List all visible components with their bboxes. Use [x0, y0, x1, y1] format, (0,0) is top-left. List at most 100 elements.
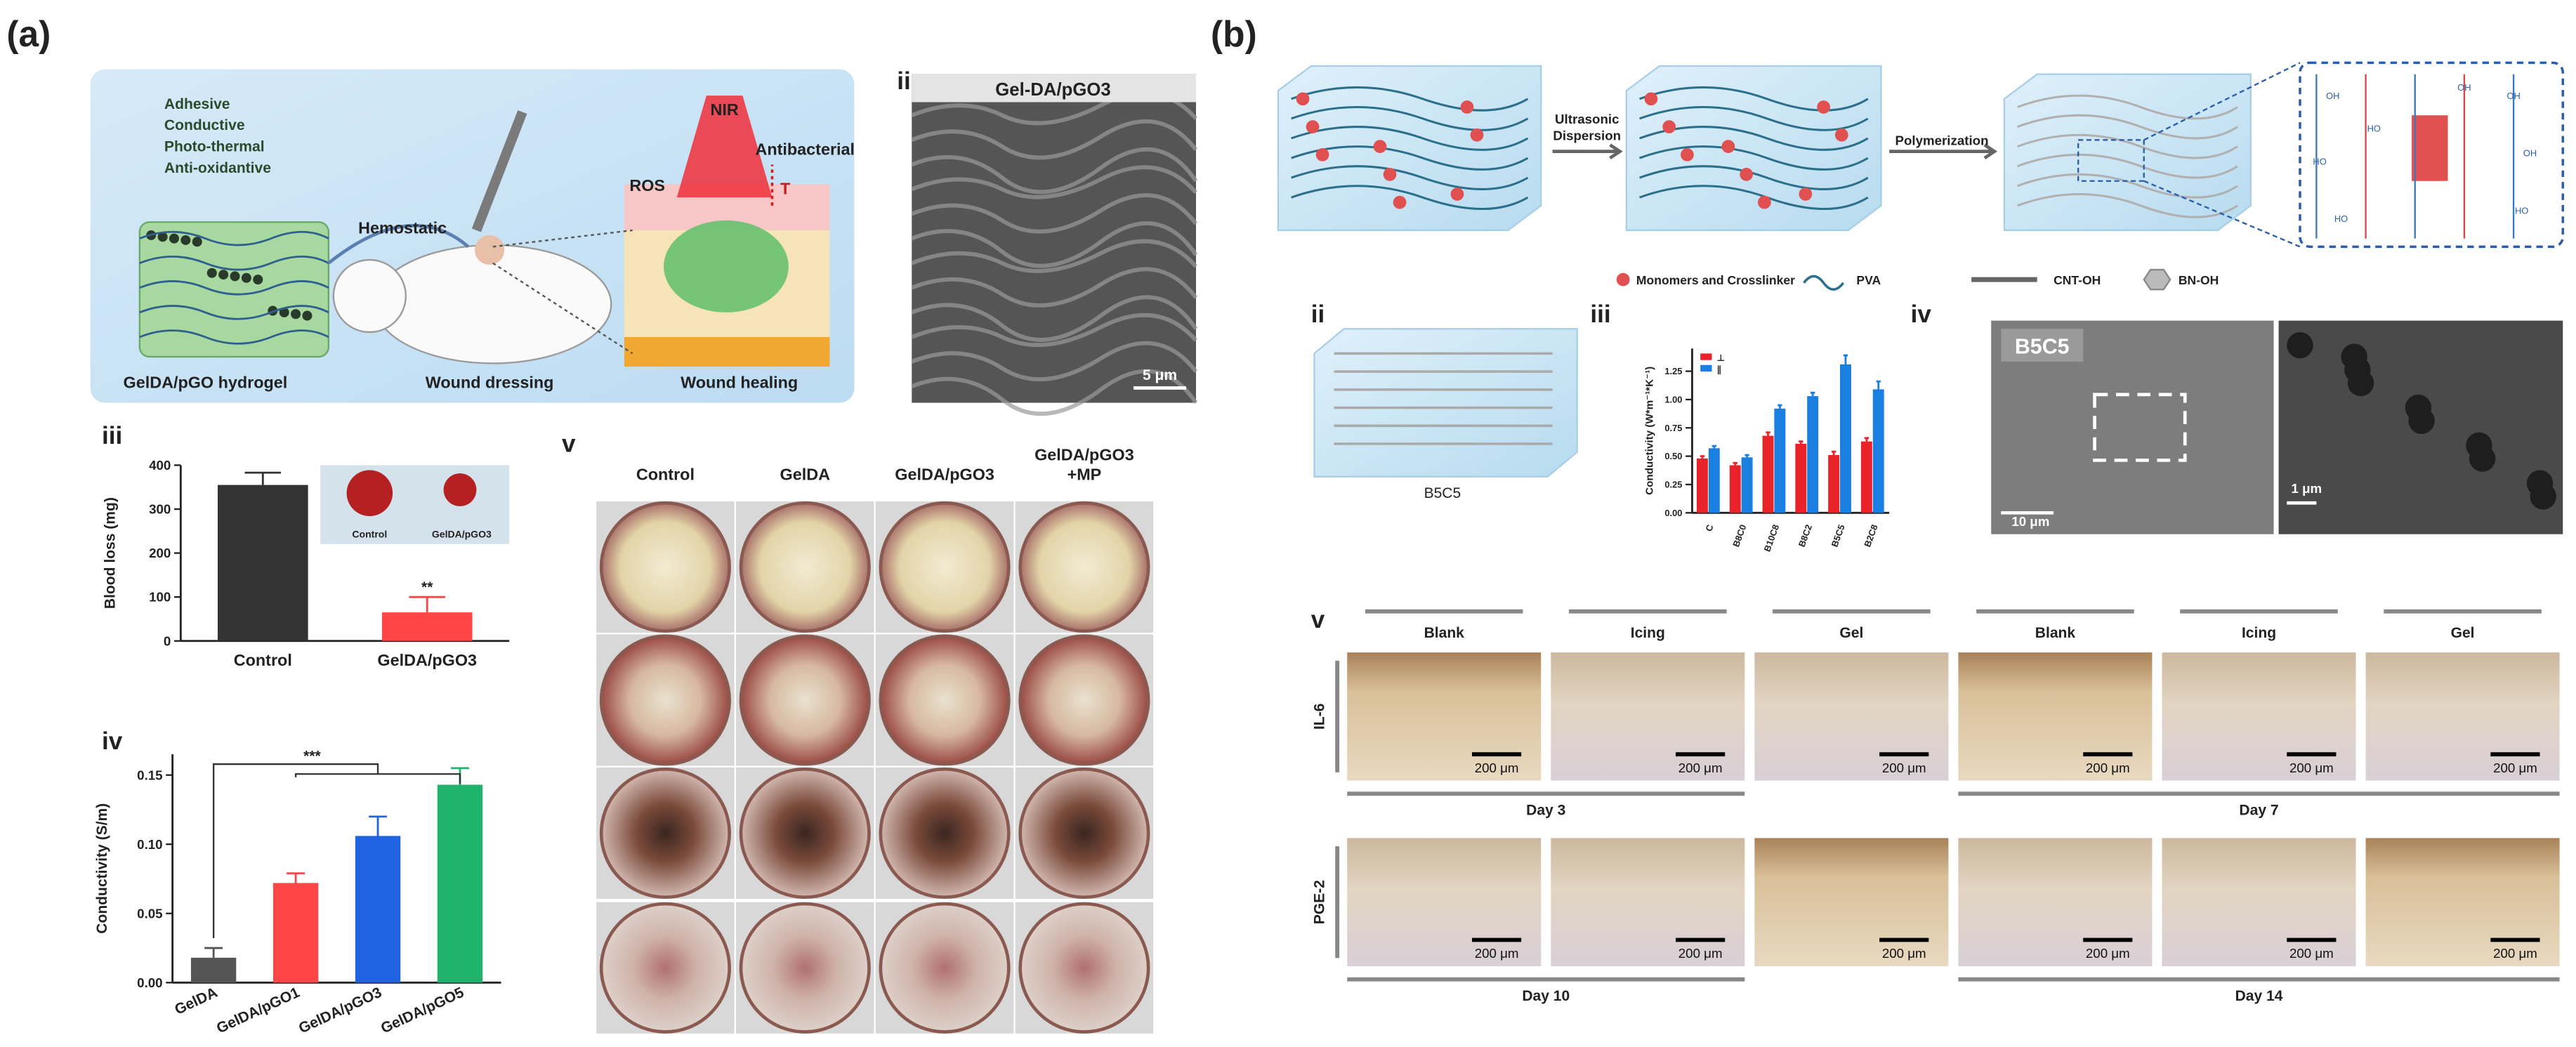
pva-chain	[2017, 114, 2238, 140]
monomer	[1740, 168, 1754, 181]
x-tick-label: Control	[234, 651, 292, 669]
legend-label: PVA	[1856, 273, 1881, 287]
scale-label: 200 μm	[2086, 946, 2130, 961]
sem-image	[912, 74, 1196, 403]
bar	[1697, 458, 1708, 513]
column-header: GelDA	[780, 466, 831, 484]
histology-image	[1347, 652, 1542, 781]
pva-chain	[1639, 126, 1869, 151]
wound-photo	[599, 902, 731, 1034]
histology-image	[2162, 838, 2356, 966]
error-bar	[369, 815, 387, 836]
y-tick-label: 1.00	[1664, 394, 1682, 404]
sem-texture	[911, 147, 1198, 195]
column-header: Control	[636, 466, 695, 484]
particle	[230, 271, 240, 282]
particle	[169, 233, 179, 244]
sem-texture	[911, 312, 1198, 348]
panel-label: (a)	[6, 13, 51, 54]
scale-label: 200 μm	[2086, 760, 2130, 775]
row-label: PGE-2	[1311, 880, 1327, 924]
bar	[381, 612, 473, 641]
property-text: Photo-thermal	[164, 139, 265, 155]
y-axis-label: Conductivity (S/m)	[94, 803, 110, 934]
wound-photo	[879, 767, 1011, 900]
histology-image	[1754, 838, 1949, 966]
sem-pore	[2405, 394, 2432, 421]
arrow	[1889, 143, 1998, 159]
inset-label: Control	[352, 528, 387, 539]
bar	[272, 883, 319, 983]
sem-pore	[2287, 331, 2313, 359]
bar	[437, 784, 483, 983]
sem-pore	[2341, 343, 2367, 370]
pva-chain	[2017, 133, 2238, 159]
histology-image	[1958, 652, 2153, 781]
error-bar	[1700, 455, 1705, 459]
monomer	[1817, 100, 1830, 114]
monomer	[1315, 147, 1329, 162]
column-header: Gel	[2451, 625, 2475, 641]
scale-label: 1 μm	[2292, 481, 2322, 496]
row-label: IL-6	[1311, 704, 1327, 730]
particle	[206, 268, 217, 278]
wound-photo	[739, 634, 871, 766]
y-tick-label: 0.15	[137, 768, 162, 782]
y-tick-label: 1.25	[1664, 366, 1682, 376]
scale-label: 200 μm	[1678, 760, 1723, 775]
sub-label: iii	[102, 422, 122, 449]
property-text: Anti-oxidantive	[164, 160, 271, 176]
group-label: OH	[2457, 82, 2471, 93]
y-tick-label: 100	[149, 590, 171, 605]
monomer	[1834, 128, 1848, 142]
monomer	[1799, 187, 1813, 201]
monomer	[1758, 195, 1771, 209]
pva-chain	[1291, 185, 1529, 210]
particle	[241, 272, 251, 283]
bar	[1729, 465, 1741, 513]
day-label: Day 10	[1522, 988, 1570, 1004]
sem-texture	[911, 369, 1198, 416]
monomer	[1721, 140, 1735, 153]
scale-label: 200 μm	[1475, 760, 1519, 775]
property-text: Conductive	[164, 117, 245, 133]
error-bar	[1711, 445, 1716, 449]
significance-bracket	[212, 763, 461, 939]
error-bar	[1777, 404, 1782, 409]
legend-swatch	[1700, 353, 1712, 360]
x-tick-label: B5C5	[1829, 523, 1846, 548]
x-tick-label: GelDA/pGO3	[296, 985, 384, 1037]
x-tick-label: B2C8	[1862, 523, 1879, 548]
monomer	[1662, 120, 1676, 133]
gel-block	[1313, 328, 1578, 478]
pva-chain	[1291, 105, 1529, 131]
x-tick-label: C	[1703, 523, 1715, 533]
day-label: Day 7	[2239, 803, 2278, 819]
histology-image	[2162, 652, 2356, 781]
column-header: +MP	[1067, 466, 1102, 484]
zoom-line	[2143, 62, 2301, 248]
y-tick-label: 300	[149, 502, 171, 517]
y-tick-label: 0.05	[137, 906, 162, 921]
monomer	[1460, 100, 1474, 114]
group-label: HO	[2313, 156, 2326, 166]
y-tick-label: 0	[164, 633, 171, 648]
sub-label: iii	[1590, 301, 1610, 328]
column-header: Gel	[1839, 625, 1863, 641]
y-axis-label: Blood loss (mg)	[103, 497, 119, 609]
sem-texture	[911, 193, 1198, 234]
group-label: HO	[2334, 213, 2348, 224]
bar	[190, 957, 237, 983]
legend-swatch	[1700, 364, 1712, 372]
column-header: Blank	[2035, 625, 2076, 641]
error-bar	[1766, 431, 1770, 436]
wound-photo	[1018, 634, 1150, 766]
pva-chain	[1291, 126, 1529, 151]
property-text: Adhesive	[164, 96, 230, 112]
pva-chain	[2017, 94, 2238, 120]
particle	[253, 275, 263, 285]
step-text: Dispersion	[1553, 128, 1621, 143]
histology-image	[1551, 838, 1745, 966]
sem-texture	[911, 119, 1198, 160]
